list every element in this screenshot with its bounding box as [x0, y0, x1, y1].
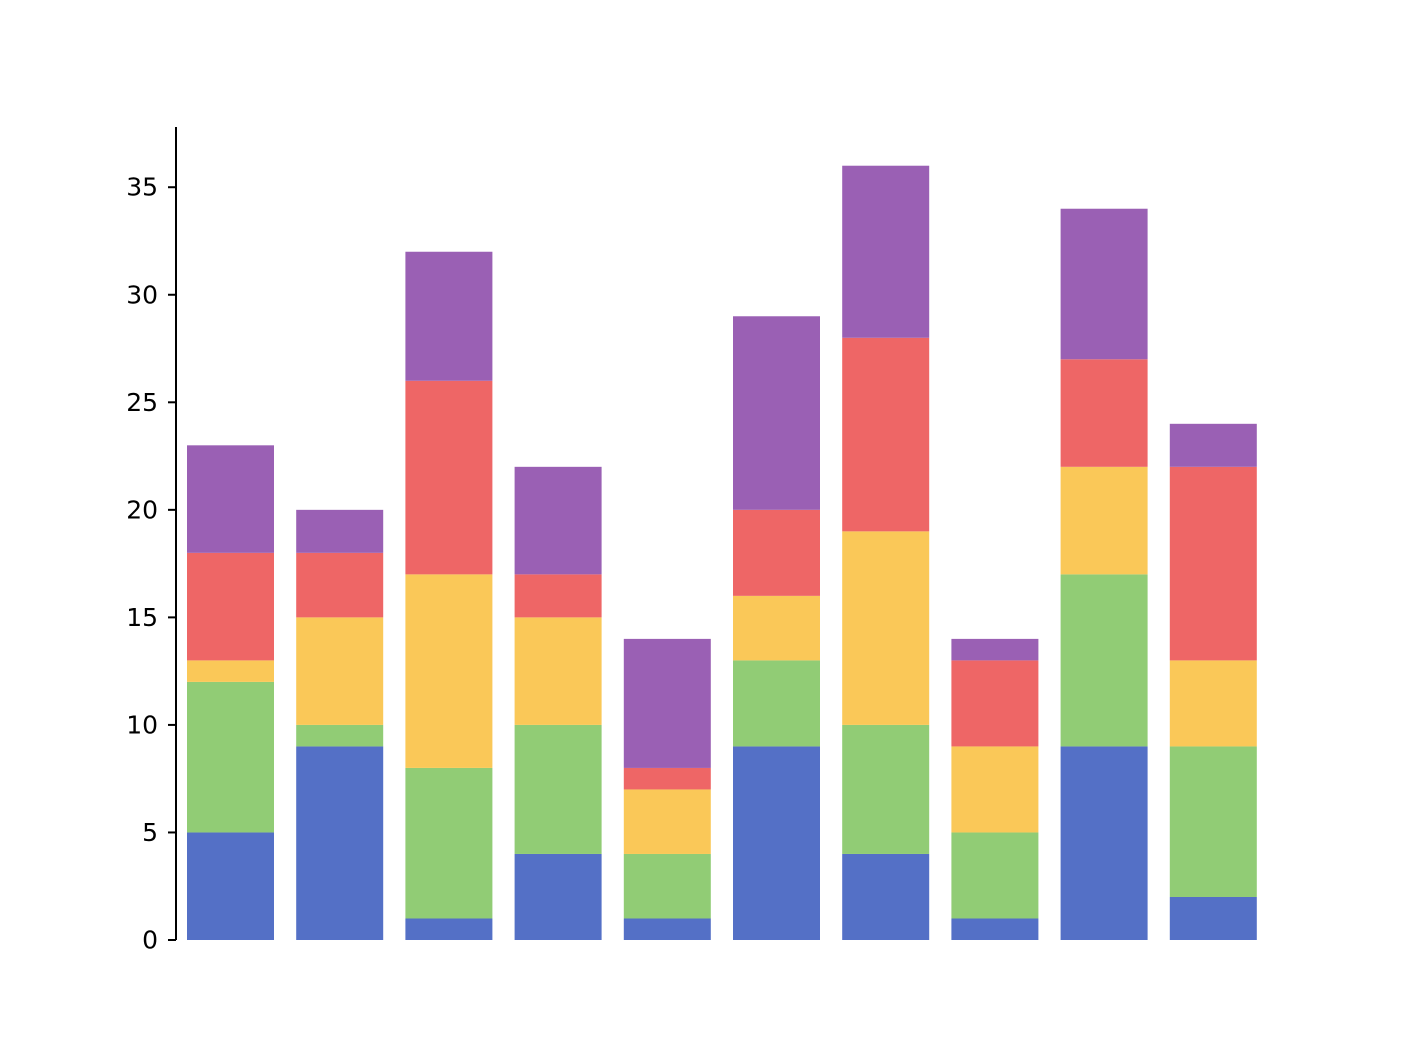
bar-segment-10-series-3: [1169, 660, 1257, 747]
bar-segment-3-series-5: [405, 251, 493, 381]
bars-layer: [187, 165, 1257, 940]
y-tick-label: 5: [142, 818, 158, 847]
y-tick-label: 15: [126, 603, 158, 632]
bar-segment-4-series-2: [514, 724, 602, 854]
bar-segment-6-series-4: [733, 509, 820, 596]
bar-segment-6-series-3: [733, 595, 820, 661]
bar-segment-1-series-1: [187, 832, 274, 940]
y-tick-label: 0: [142, 926, 158, 955]
bar-segment-5-series-2: [623, 853, 711, 919]
bar-segment-8-series-4: [951, 660, 1039, 747]
bar-segment-4-series-5: [514, 466, 602, 575]
bar-segment-3-series-2: [405, 767, 493, 919]
bar-segment-6-series-5: [733, 316, 820, 510]
bar-segment-8-series-3: [951, 746, 1039, 833]
bar-segment-3-series-3: [405, 574, 493, 768]
y-tick-label: 20: [126, 495, 158, 524]
bar-segment-10-series-2: [1169, 746, 1257, 897]
bar-segment-1-series-5: [187, 445, 274, 553]
bar-segment-3-series-4: [405, 380, 493, 575]
bar-segment-7-series-2: [842, 724, 930, 854]
bar-segment-9-series-3: [1060, 466, 1148, 575]
bar-segment-9-series-5: [1060, 208, 1148, 360]
bar-segment-4-series-1: [514, 853, 602, 940]
bar-segment-7-series-5: [842, 165, 930, 338]
bar-segment-4-series-3: [514, 617, 602, 725]
bar-segment-10-series-4: [1169, 466, 1257, 661]
y-tick-label: 10: [126, 710, 158, 739]
bar-segment-6-series-1: [733, 746, 820, 940]
bar-segment-6-series-2: [733, 660, 820, 747]
bar-segment-10-series-1: [1169, 896, 1257, 940]
bar-segment-1-series-4: [187, 552, 274, 661]
bar-segment-9-series-4: [1060, 359, 1148, 467]
y-axis: 0 5 10 15 20 25 30 35: [126, 127, 177, 955]
y-tick-label: 30: [126, 280, 158, 309]
bar-segment-2-series-4: [296, 552, 384, 618]
bar-segment-1-series-2: [187, 681, 274, 833]
bar-segment-5-series-1: [623, 918, 711, 940]
bar-segment-1-series-3: [187, 660, 274, 682]
bar-segment-10-series-5: [1169, 423, 1257, 467]
bar-segment-3-series-1: [405, 918, 493, 940]
bar-segment-4-series-4: [514, 574, 602, 618]
bar-segment-5-series-3: [623, 789, 711, 854]
bar-segment-2-series-5: [296, 509, 384, 553]
bar-segment-2-series-1: [296, 746, 384, 940]
bar-segment-2-series-3: [296, 617, 384, 725]
bar-segment-8-series-5: [951, 638, 1039, 661]
bar-segment-9-series-2: [1060, 574, 1148, 747]
bar-segment-5-series-5: [623, 638, 711, 768]
y-tick-label: 25: [126, 388, 158, 417]
bar-segment-8-series-1: [951, 918, 1039, 940]
bar-segment-7-series-3: [842, 531, 930, 725]
bar-segment-8-series-2: [951, 832, 1039, 919]
bar-segment-7-series-1: [842, 853, 930, 940]
bar-segment-2-series-2: [296, 724, 384, 747]
y-tick-label: 35: [126, 173, 158, 202]
bar-segment-9-series-1: [1060, 746, 1148, 940]
bar-segment-5-series-4: [623, 767, 711, 790]
bar-segment-7-series-4: [842, 337, 930, 532]
